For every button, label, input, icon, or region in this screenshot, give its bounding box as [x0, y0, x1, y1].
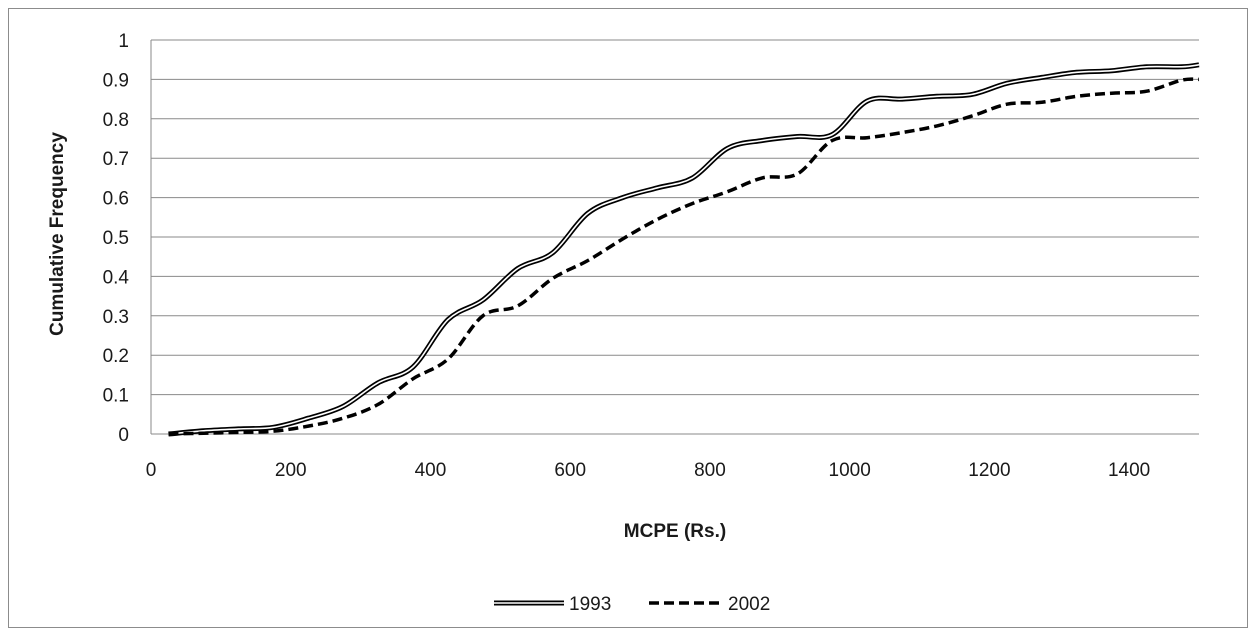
series-2002 — [168, 77, 1200, 436]
x-tick-labels: 0 200 400 600 800 1000 1200 1400 — [146, 460, 1151, 481]
x-tick-label: 1000 — [829, 460, 871, 481]
y-tick-label: 1 — [118, 31, 129, 52]
x-axis-title: MCPE (Rs.) — [624, 521, 726, 542]
y-tick-label: 0.8 — [103, 110, 129, 131]
y-tick-label: 0 — [118, 425, 129, 446]
y-tick-label: 0.5 — [103, 228, 129, 249]
y-tick-label: 0.4 — [103, 267, 130, 288]
legend-item-1993: 1993 — [494, 594, 611, 615]
series-lines — [168, 62, 1200, 437]
legend-label: 1993 — [569, 594, 611, 615]
y-tick-labels: 0 0.1 0.2 0.3 0.4 0.5 0.6 0.7 0.8 0.9 1 — [103, 31, 130, 446]
gridlines — [151, 39, 1199, 396]
y-tick-label: 0.9 — [103, 70, 129, 91]
series-line — [168, 77, 1200, 436]
y-tick-label: 0.1 — [103, 386, 129, 407]
x-tick-label: 200 — [275, 460, 307, 481]
series-1993 — [168, 62, 1200, 437]
series-line-outer — [168, 62, 1200, 437]
x-tick-label: 1400 — [1108, 460, 1150, 481]
axes — [150, 40, 1199, 435]
legend-item-2002: 2002 — [649, 594, 770, 615]
x-tick-label: 800 — [694, 460, 726, 481]
x-tick-label: 0 — [146, 460, 157, 481]
x-tick-label: 600 — [554, 460, 586, 481]
line-chart: 0 0.1 0.2 0.3 0.4 0.5 0.6 0.7 0.8 0.9 1 0 200 400 600… — [47, 31, 1200, 615]
y-tick-label: 0.7 — [103, 149, 129, 170]
chart-frame: 0 0.1 0.2 0.3 0.4 0.5 0.6 0.7 0.8 0.9 1 0 200 400 600… — [8, 8, 1248, 628]
y-axis-title: Cumulative Frequency — [47, 132, 68, 336]
legend-label: 2002 — [728, 594, 770, 615]
y-tick-label: 0.3 — [103, 307, 129, 328]
y-tick-label: 0.6 — [103, 189, 129, 210]
x-tick-label: 400 — [415, 460, 447, 481]
y-tick-label: 0.2 — [103, 346, 129, 367]
series-line-inner — [168, 64, 1200, 435]
x-tick-label: 1200 — [968, 460, 1010, 481]
legend: 1993 2002 — [494, 594, 770, 615]
